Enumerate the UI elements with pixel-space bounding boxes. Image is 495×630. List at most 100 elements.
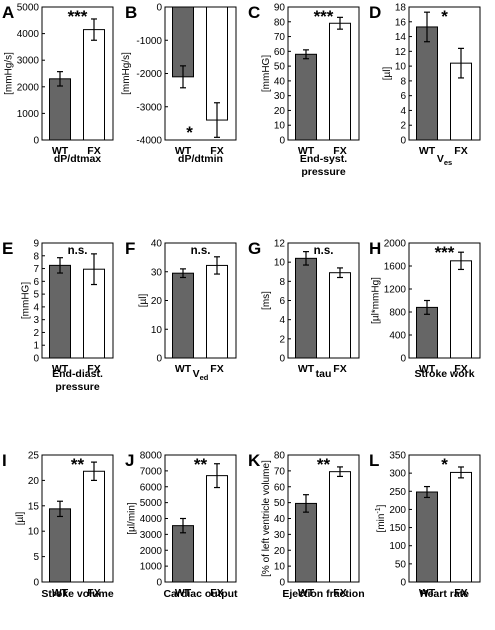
category-label: FX bbox=[210, 363, 223, 375]
y-tick-label: 20 bbox=[28, 476, 40, 487]
y-tick-label: 4000 bbox=[140, 514, 163, 525]
panel-letter: C bbox=[248, 3, 260, 22]
panel-caption: Heart rate bbox=[420, 588, 469, 600]
significance-marker: ** bbox=[317, 455, 331, 474]
y-tick-label: 100 bbox=[389, 541, 406, 552]
panel-caption: End-syst. bbox=[300, 153, 347, 165]
panel-caption: Cardiac output bbox=[163, 588, 238, 600]
y-tick-label: 14 bbox=[395, 32, 407, 43]
y-tick-label: 2000 bbox=[384, 239, 407, 250]
y-tick-label: 30 bbox=[274, 91, 286, 102]
y-tick-label: 5 bbox=[33, 290, 39, 301]
bar-fx bbox=[83, 470, 105, 583]
category-label: FX bbox=[333, 145, 346, 157]
panel-letter: B bbox=[125, 3, 137, 22]
y-tick-label: 4 bbox=[400, 106, 406, 117]
y-tick-label: 90 bbox=[274, 3, 286, 14]
y-tick-label: 80 bbox=[274, 17, 286, 28]
y-tick-label: 0 bbox=[279, 578, 285, 589]
y-axis-label: [% of left ventricle volume] bbox=[261, 460, 272, 577]
y-tick-label: 5 bbox=[33, 552, 39, 563]
significance-marker: * bbox=[441, 7, 448, 26]
y-tick-label: 2 bbox=[33, 328, 39, 339]
y-tick-label: 30 bbox=[151, 267, 163, 278]
bar-wt bbox=[295, 257, 317, 359]
y-tick-label: 8 bbox=[279, 277, 285, 288]
panel-caption: End-diast. bbox=[52, 368, 103, 380]
y-axis-label: [mmHG] bbox=[261, 55, 272, 92]
error-bar-fx bbox=[214, 256, 220, 275]
panel-caption: Ves bbox=[437, 153, 452, 167]
panel-letter: J bbox=[125, 451, 134, 470]
panel-k: K 0 10 20 30 40 50 60 70 80[% of left ventricle v… bbox=[248, 451, 365, 601]
y-tick-label: 80 bbox=[274, 451, 286, 462]
panel-caption: Stroke volume bbox=[41, 588, 114, 600]
axes-frame bbox=[408, 242, 481, 359]
error-bar-wt bbox=[57, 257, 63, 274]
bar-fx bbox=[206, 264, 228, 359]
significance-marker: ** bbox=[194, 455, 208, 474]
y-tick-label: 150 bbox=[389, 523, 406, 534]
error-bar-fx bbox=[337, 267, 343, 279]
y-axis-label: [ms] bbox=[261, 291, 272, 310]
bar-wt bbox=[172, 525, 194, 583]
y-tick-label: 20 bbox=[274, 106, 286, 117]
significance-marker: * bbox=[186, 123, 193, 142]
bar-fx bbox=[329, 471, 351, 583]
category-label: FX bbox=[333, 587, 346, 599]
y-tick-label: 1 bbox=[33, 341, 39, 352]
y-tick-label: 12 bbox=[395, 47, 407, 58]
bar-wt bbox=[295, 502, 317, 583]
y-tick-label: 6 bbox=[279, 296, 285, 307]
category-label: WT bbox=[298, 587, 315, 599]
bar-wt bbox=[416, 26, 438, 141]
significance-marker: n.s. bbox=[314, 245, 334, 257]
y-tick-label: 4 bbox=[33, 302, 39, 313]
category-label: FX bbox=[454, 587, 467, 599]
y-tick-label: 2 bbox=[279, 334, 285, 345]
y-tick-label: 60 bbox=[274, 482, 286, 493]
y-tick-label: 250 bbox=[389, 487, 406, 498]
panel-j: J 0 1000 2000 3000 4000 5000 6000 7000 8000 [µl/mi… bbox=[125, 451, 238, 601]
panel-letter: D bbox=[369, 3, 381, 22]
y-tick-label: 40 bbox=[274, 514, 286, 525]
significance-marker: *** bbox=[314, 7, 334, 26]
category-label: FX bbox=[210, 587, 223, 599]
axes-frame bbox=[287, 6, 360, 141]
bar-wt bbox=[172, 272, 194, 359]
panel-caption: Stroke work bbox=[414, 368, 474, 380]
significance-marker: n.s. bbox=[191, 245, 211, 257]
y-axis-label: [µl] bbox=[138, 294, 149, 308]
significance-marker: ** bbox=[71, 455, 85, 474]
panel-caption: dP/dtmax bbox=[54, 153, 101, 165]
y-tick-label: 0 bbox=[400, 354, 406, 365]
y-tick-label: 18 bbox=[395, 3, 407, 14]
bar-wt bbox=[416, 491, 438, 583]
y-tick-label: 0 bbox=[33, 136, 39, 147]
bar-fx bbox=[329, 272, 351, 359]
significance-marker: *** bbox=[435, 243, 455, 262]
error-bar-wt bbox=[303, 251, 309, 266]
y-tick-label: 12 bbox=[274, 239, 286, 250]
y-tick-label: 4000 bbox=[17, 29, 40, 40]
y-tick-label: 60 bbox=[274, 47, 286, 58]
y-tick-label: 0 bbox=[279, 354, 285, 365]
bar-wt bbox=[49, 78, 71, 141]
y-tick-label: 6 bbox=[33, 277, 39, 288]
y-tick-label: 10 bbox=[274, 562, 286, 573]
error-bar-fx bbox=[337, 16, 343, 30]
category-label: WT bbox=[175, 363, 192, 375]
y-tick-label: 800 bbox=[389, 308, 406, 319]
y-tick-label: 0 bbox=[33, 354, 39, 365]
y-tick-label: 8 bbox=[400, 76, 406, 87]
category-label: FX bbox=[87, 363, 100, 375]
y-tick-label: 1600 bbox=[384, 262, 407, 273]
y-tick-label: 70 bbox=[274, 466, 286, 477]
y-tick-label: 16 bbox=[395, 17, 407, 28]
panel-b: B -4000 -3000 -2000 -1000 0 [mmHg/s] WT FXdP/dtm… bbox=[121, 3, 237, 165]
y-tick-label: 1000 bbox=[140, 562, 163, 573]
category-label: FX bbox=[87, 145, 100, 157]
panel-caption: pressure bbox=[301, 166, 346, 178]
